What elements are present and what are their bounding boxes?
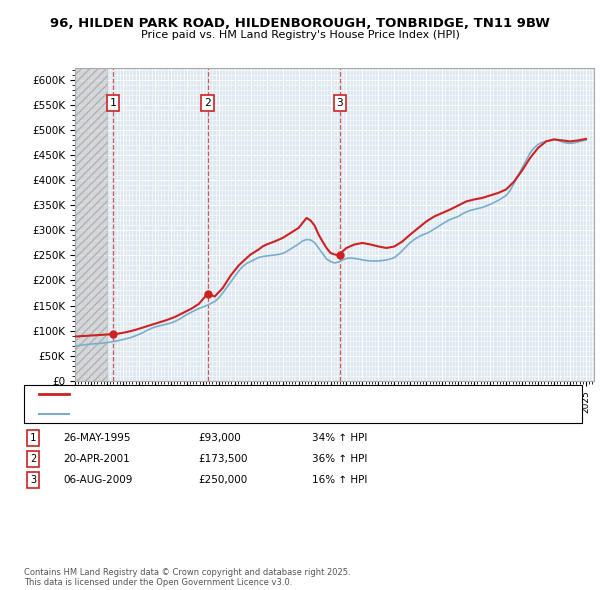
Text: 2: 2 xyxy=(30,454,36,464)
Text: 16% ↑ HPI: 16% ↑ HPI xyxy=(312,476,367,485)
Text: 26-MAY-1995: 26-MAY-1995 xyxy=(63,433,131,442)
Text: 1: 1 xyxy=(30,433,36,442)
Text: £250,000: £250,000 xyxy=(198,476,247,485)
Text: 96, HILDEN PARK ROAD, HILDENBOROUGH, TONBRIDGE, TN11 9BW (semi-detached house): 96, HILDEN PARK ROAD, HILDENBOROUGH, TON… xyxy=(75,389,506,398)
Text: Price paid vs. HM Land Registry's House Price Index (HPI): Price paid vs. HM Land Registry's House … xyxy=(140,30,460,40)
Text: Contains HM Land Registry data © Crown copyright and database right 2025.
This d: Contains HM Land Registry data © Crown c… xyxy=(24,568,350,587)
Text: 2: 2 xyxy=(204,98,211,108)
Bar xyxy=(75,68,107,381)
Text: HPI: Average price, semi-detached house,  Tonbridge and Malling: HPI: Average price, semi-detached house,… xyxy=(75,409,384,419)
Text: 1: 1 xyxy=(110,98,117,108)
Text: £93,000: £93,000 xyxy=(198,433,241,442)
Text: 06-AUG-2009: 06-AUG-2009 xyxy=(63,476,133,485)
Text: 36% ↑ HPI: 36% ↑ HPI xyxy=(312,454,367,464)
Text: £173,500: £173,500 xyxy=(198,454,248,464)
Text: 96, HILDEN PARK ROAD, HILDENBOROUGH, TONBRIDGE, TN11 9BW: 96, HILDEN PARK ROAD, HILDENBOROUGH, TON… xyxy=(50,17,550,30)
Text: 3: 3 xyxy=(30,476,36,485)
Text: 20-APR-2001: 20-APR-2001 xyxy=(63,454,130,464)
Text: 34% ↑ HPI: 34% ↑ HPI xyxy=(312,433,367,442)
Text: 3: 3 xyxy=(337,98,343,108)
